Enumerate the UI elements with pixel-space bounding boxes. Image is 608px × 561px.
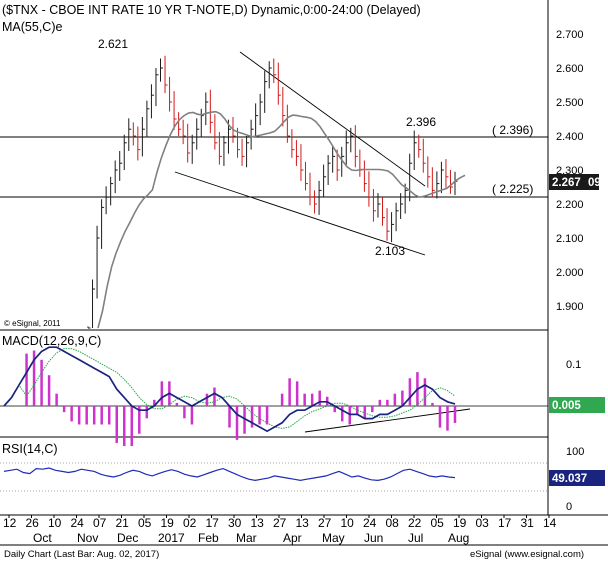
low-annotation: 2.103	[375, 244, 405, 258]
month-label: Feb	[198, 531, 219, 545]
date-tick: 22	[408, 516, 422, 530]
rsi-value: 49.037	[552, 473, 587, 485]
date-tick: 13	[251, 516, 265, 530]
date-tick: 17	[498, 516, 512, 530]
date-tick: 14	[543, 516, 557, 530]
date-tick: 05	[431, 516, 445, 530]
date-tick: 24	[71, 516, 85, 530]
date-tick: 30	[228, 516, 242, 530]
date-tick: 13	[296, 516, 310, 530]
rsi-value-tag	[549, 470, 605, 486]
ma-line	[97, 110, 466, 329]
footer-right: eSignal (www.esignal.com)	[470, 549, 584, 560]
date-tick: 07	[93, 516, 107, 530]
macd-signal-line	[3, 348, 456, 429]
candlesticks	[87, 55, 458, 329]
date-tick: 21	[116, 516, 130, 530]
date-axis: 12 26 10 24 07 21 05 19 02 17 30 13 27 13 27 10 24 08 22 05…	[3, 515, 557, 530]
price-tick: 2.000	[556, 267, 584, 279]
month-label: Oct	[33, 531, 52, 545]
lower-trendline	[174, 171, 426, 256]
rsi-tick: 100	[566, 446, 584, 458]
date-tick: 03	[476, 516, 490, 530]
date-tick: 12	[3, 516, 17, 530]
macd-value-tag	[549, 397, 605, 413]
month-label: May	[322, 531, 345, 545]
macd-trendline	[304, 408, 471, 433]
price-tick: 1.900	[556, 301, 584, 313]
last-price-tag	[549, 174, 599, 190]
last-price-suffix: 09	[588, 177, 601, 189]
rsi-tick: 0	[566, 501, 572, 513]
macd-line	[3, 346, 456, 433]
date-tick: 27	[318, 516, 332, 530]
date-tick: 24	[363, 516, 377, 530]
price-axis: 2.700 2.600 2.500 2.400 2.300 2.200 2.10…	[556, 29, 584, 313]
date-tick: 26	[26, 516, 40, 530]
date-tick: 27	[273, 516, 287, 530]
price-tick: 2.600	[556, 63, 584, 75]
date-tick: 02	[183, 516, 197, 530]
macd-value: 0.005	[552, 400, 581, 412]
month-label: Jun	[364, 531, 383, 545]
date-tick: 08	[386, 516, 400, 530]
month-label: Jul	[408, 531, 423, 545]
date-tick: 19	[453, 516, 467, 530]
date-tick: 05	[138, 516, 152, 530]
high-annotation: 2.621	[98, 37, 128, 51]
price-tick: 2.100	[556, 233, 584, 245]
price-tick: 2.200	[556, 199, 584, 211]
date-tick: 19	[161, 516, 175, 530]
macd-tick: 0.1	[566, 359, 581, 371]
month-label: Aug	[448, 531, 469, 545]
ma-label: MA(55,C)e	[2, 20, 62, 34]
footer-left: Daily Chart (Last Bar: Aug. 02, 2017)	[4, 549, 159, 560]
month-label: Dec	[117, 531, 138, 545]
support-label: ( 2.225)	[492, 182, 533, 196]
price-tick: 2.500	[556, 97, 584, 109]
date-tick: 17	[206, 516, 220, 530]
rsi-line	[3, 467, 456, 482]
date-tick: 10	[48, 516, 62, 530]
month-label: Mar	[236, 531, 257, 545]
macd-title: MACD(12,26,9,C)	[2, 334, 101, 348]
price-tick: 2.400	[556, 131, 584, 143]
chart-title: ($TNX - CBOE INT RATE 10 YR T-NOTE,D) Dy…	[2, 3, 421, 17]
macd-histogram	[25, 350, 457, 447]
resistance-label: ( 2.396)	[492, 123, 533, 137]
date-tick: 10	[341, 516, 355, 530]
last-price-value: 2.267	[552, 177, 581, 189]
month-label: Nov	[77, 531, 98, 545]
price-tick: 2.700	[556, 29, 584, 41]
month-label: 2017	[158, 531, 185, 545]
month-label: Apr	[283, 531, 302, 545]
swing-high-annotation: 2.396	[406, 115, 436, 129]
upper-trendline	[239, 51, 426, 187]
month-axis: Oct Nov Dec 2017 Feb Mar Apr May Jun Jul Aug	[33, 531, 469, 545]
date-tick: 31	[521, 516, 535, 530]
copyright: © eSignal, 2011	[4, 319, 61, 328]
rsi-title: RSI(14,C)	[2, 442, 58, 456]
